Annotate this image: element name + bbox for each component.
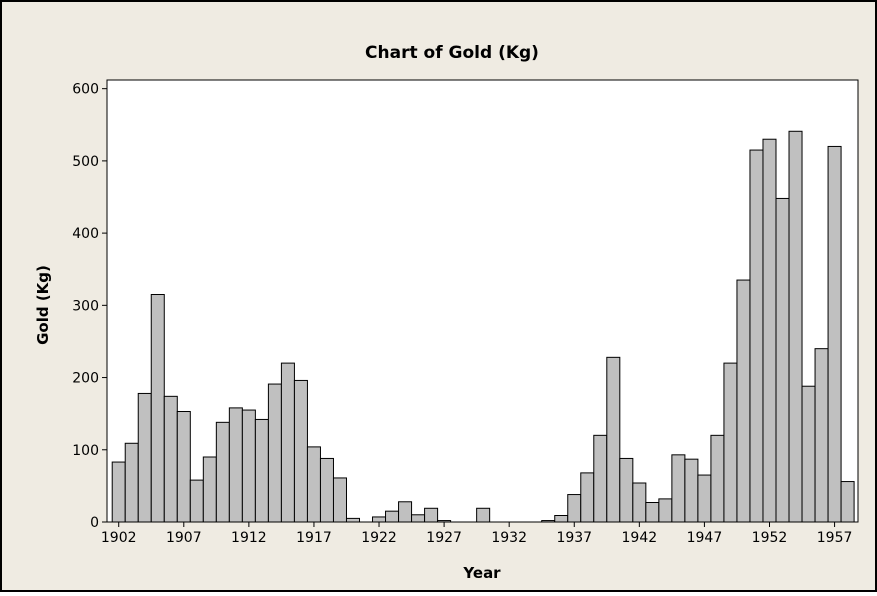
bar	[788, 130, 803, 523]
bar	[762, 138, 777, 523]
y-axis-label: Gold (Kg)	[34, 265, 52, 345]
bar	[801, 385, 816, 523]
x-tick-label: 1932	[491, 530, 527, 546]
bar	[827, 145, 842, 523]
bar	[150, 294, 165, 523]
bar	[332, 477, 347, 523]
x-tick-label: 1942	[622, 530, 658, 546]
bar	[723, 362, 738, 523]
bar	[280, 362, 295, 523]
x-tick-label: 1912	[231, 530, 267, 546]
x-tick-label: 1927	[426, 530, 462, 546]
bar	[345, 517, 361, 523]
y-tick-label: 300	[72, 298, 99, 314]
bar	[606, 356, 621, 523]
bar	[254, 418, 269, 523]
bar	[697, 474, 712, 523]
bar	[372, 516, 387, 523]
bar	[775, 197, 790, 523]
x-tick-label: 1937	[556, 530, 592, 546]
x-tick-label: 1902	[101, 530, 137, 546]
bar	[267, 383, 282, 523]
bar	[293, 379, 308, 523]
x-tick-label: 1952	[752, 530, 788, 546]
bar	[658, 498, 673, 523]
bar	[619, 457, 634, 523]
x-tick-label: 1957	[817, 530, 853, 546]
x-axis-label: Year	[462, 564, 501, 582]
bar	[241, 409, 256, 523]
y-tick-label: 100	[72, 443, 99, 459]
x-tick-label: 1917	[296, 530, 332, 546]
y-tick-label: 500	[72, 154, 99, 170]
bar	[215, 421, 230, 523]
x-tick-label: 1907	[166, 530, 202, 546]
bar	[580, 472, 595, 523]
bar	[306, 446, 321, 523]
chart-title: Chart of Gold (Kg)	[365, 43, 539, 63]
bar	[385, 510, 400, 523]
bar	[163, 395, 178, 523]
y-tick-label: 600	[72, 82, 99, 98]
bar	[411, 514, 426, 523]
bar	[541, 520, 556, 523]
bar	[176, 411, 191, 523]
x-tick-label: 1922	[361, 530, 397, 546]
bar	[554, 515, 569, 523]
x-tick-label: 1947	[687, 530, 723, 546]
bar	[840, 481, 855, 523]
bar	[124, 442, 139, 523]
bar	[137, 392, 152, 523]
bar	[593, 434, 608, 523]
bar	[437, 520, 452, 523]
bar	[189, 479, 204, 523]
bar	[749, 149, 764, 523]
bar	[736, 279, 751, 523]
bar	[319, 457, 334, 523]
bar	[111, 461, 126, 523]
bar	[567, 494, 582, 523]
bar	[202, 456, 217, 523]
y-tick-label: 200	[72, 371, 99, 387]
bar	[476, 507, 491, 523]
bar	[632, 482, 647, 523]
y-tick-label: 400	[72, 226, 99, 242]
bar	[814, 348, 829, 523]
bar	[228, 407, 243, 523]
bar	[684, 458, 699, 523]
bar	[424, 507, 439, 523]
bar	[398, 501, 413, 523]
bar	[671, 454, 686, 523]
bar	[645, 502, 660, 523]
bar	[710, 434, 725, 523]
y-tick-label: 0	[90, 515, 99, 531]
